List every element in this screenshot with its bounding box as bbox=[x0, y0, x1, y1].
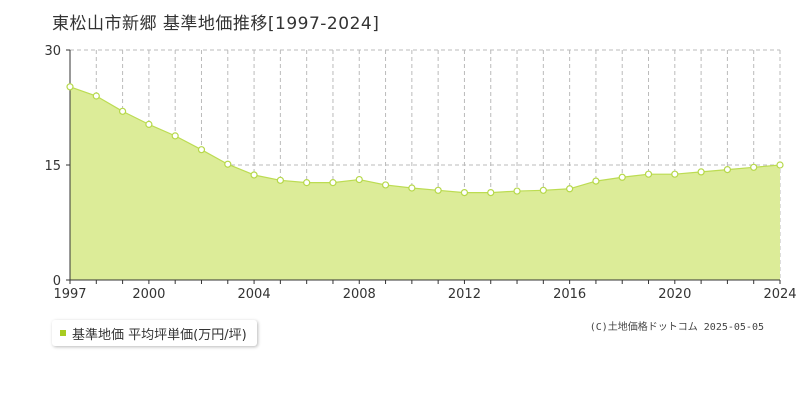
y-tick-label: 30 bbox=[44, 44, 61, 59]
data-point bbox=[92, 92, 100, 100]
data-point bbox=[381, 181, 390, 189]
data-point bbox=[671, 170, 679, 178]
data-point bbox=[118, 107, 127, 115]
data-point bbox=[434, 186, 442, 194]
data-point bbox=[224, 160, 232, 168]
data-point bbox=[329, 179, 337, 187]
x-tick-label: 2012 bbox=[448, 287, 481, 302]
data-point bbox=[66, 83, 74, 91]
series-area bbox=[70, 86, 780, 280]
data-point bbox=[408, 184, 416, 192]
x-tick-label: 2024 bbox=[763, 287, 796, 302]
legend-label: 基準地価 平均坪単価(万円/坪) bbox=[72, 327, 247, 343]
x-tick-label: 2004 bbox=[238, 287, 271, 302]
data-point bbox=[487, 189, 495, 197]
x-tick-label: 2008 bbox=[343, 287, 376, 302]
x-tick-label: 2000 bbox=[132, 287, 165, 302]
y-tick-label: 0 bbox=[53, 274, 61, 289]
data-point bbox=[250, 171, 258, 179]
data-point bbox=[592, 177, 600, 185]
data-point bbox=[697, 168, 705, 176]
data-point bbox=[776, 161, 784, 169]
data-point bbox=[723, 166, 732, 174]
data-point bbox=[513, 187, 521, 195]
data-point bbox=[460, 189, 469, 197]
y-tick-label: 15 bbox=[44, 159, 61, 174]
x-tick-label: 2016 bbox=[553, 287, 586, 302]
data-point bbox=[355, 175, 363, 184]
data-point bbox=[750, 163, 758, 171]
legend-swatch bbox=[60, 330, 66, 336]
chart-title: 東松山市新郷 基準地価推移[1997-2024] bbox=[52, 14, 380, 34]
legend: 基準地価 平均坪単価(万円/坪) bbox=[52, 320, 257, 346]
data-point bbox=[171, 132, 179, 140]
data-point bbox=[566, 185, 574, 193]
data-point bbox=[618, 173, 626, 181]
x-tick-label: 1997 bbox=[53, 287, 86, 302]
data-point bbox=[197, 146, 206, 154]
data-point bbox=[276, 176, 284, 184]
x-tick-label: 2020 bbox=[658, 287, 691, 302]
data-point bbox=[644, 170, 653, 178]
data-point bbox=[145, 120, 153, 128]
credit-text: (C)土地価格ドットコム 2025-05-05 bbox=[589, 322, 764, 333]
data-point bbox=[539, 186, 547, 194]
series-line bbox=[69, 86, 781, 194]
data-point bbox=[303, 179, 311, 187]
